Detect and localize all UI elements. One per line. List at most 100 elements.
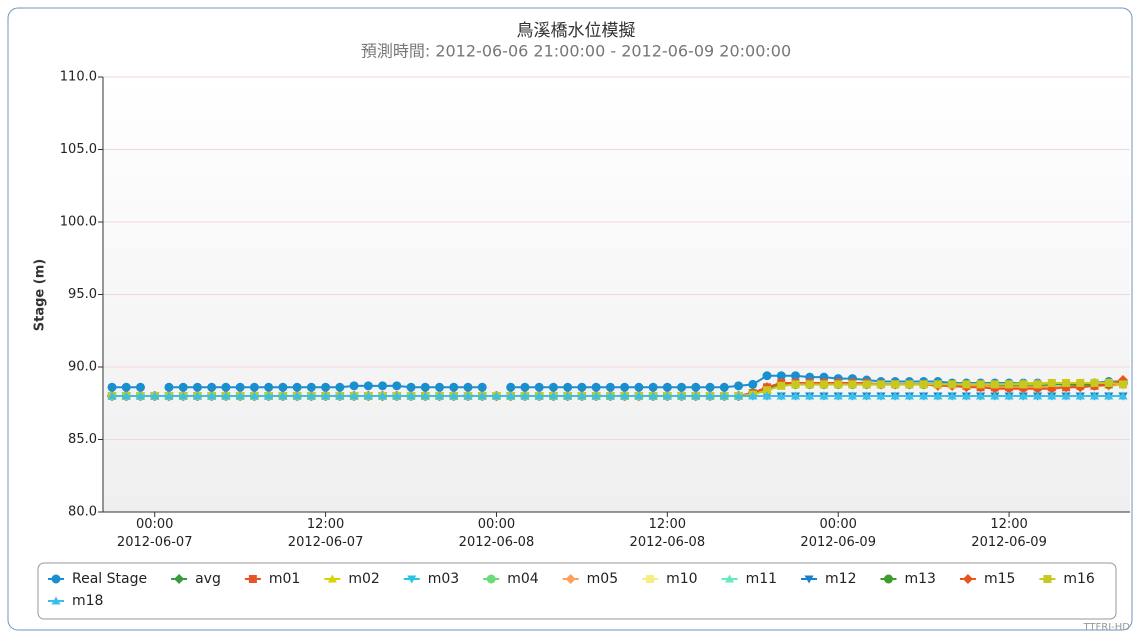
marker bbox=[677, 382, 687, 392]
marker bbox=[477, 382, 487, 392]
legend-item[interactable]: m10 bbox=[642, 571, 698, 587]
marker bbox=[363, 381, 373, 391]
marker bbox=[948, 380, 957, 389]
marker bbox=[207, 382, 217, 392]
marker bbox=[1043, 575, 1052, 583]
marker bbox=[691, 382, 701, 392]
legend-item[interactable]: m15 bbox=[959, 571, 1015, 587]
legend-label: m10 bbox=[666, 571, 697, 587]
marker bbox=[506, 382, 516, 392]
legend-item[interactable]: m11 bbox=[721, 571, 777, 587]
marker bbox=[891, 380, 900, 389]
marker bbox=[790, 391, 800, 400]
legend-item[interactable]: m03 bbox=[403, 571, 459, 587]
marker bbox=[51, 574, 61, 584]
marker bbox=[762, 391, 772, 400]
legend-label: m04 bbox=[507, 571, 539, 587]
marker bbox=[335, 382, 345, 392]
marker bbox=[135, 391, 145, 400]
marker bbox=[990, 391, 1000, 400]
marker bbox=[520, 391, 530, 400]
marker bbox=[1104, 391, 1114, 400]
marker bbox=[51, 596, 61, 605]
legend-item[interactable]: m13 bbox=[880, 571, 936, 587]
marker bbox=[150, 391, 160, 400]
marker bbox=[848, 380, 857, 389]
x-tick-label: 00:00 2012-06-09 bbox=[800, 517, 876, 550]
y-tick-label: 110.0 bbox=[60, 70, 97, 85]
marker bbox=[662, 391, 672, 400]
marker bbox=[1004, 391, 1014, 400]
marker bbox=[107, 382, 117, 392]
marker bbox=[648, 391, 658, 400]
legend-item[interactable]: m02 bbox=[324, 571, 380, 587]
marker bbox=[491, 391, 501, 400]
marker bbox=[548, 391, 558, 400]
marker bbox=[847, 391, 857, 400]
marker bbox=[435, 391, 445, 400]
marker bbox=[420, 391, 430, 400]
y-tick-label: 95.0 bbox=[68, 287, 97, 302]
marker bbox=[1033, 380, 1042, 389]
marker bbox=[486, 574, 496, 584]
x-tick-label: 00:00 2012-06-07 bbox=[117, 517, 193, 550]
marker bbox=[207, 391, 217, 400]
legend-item[interactable]: m05 bbox=[562, 571, 618, 587]
marker bbox=[961, 391, 971, 400]
marker bbox=[776, 371, 786, 381]
marker bbox=[235, 391, 245, 400]
marker bbox=[248, 575, 257, 583]
marker bbox=[235, 382, 245, 392]
marker bbox=[862, 391, 872, 400]
marker bbox=[363, 391, 373, 400]
marker bbox=[1118, 391, 1128, 400]
marker bbox=[990, 380, 999, 389]
marker bbox=[164, 382, 174, 392]
marker bbox=[221, 382, 231, 392]
credit: TTFRI-HD bbox=[1082, 622, 1130, 633]
marker bbox=[646, 575, 655, 583]
marker bbox=[349, 391, 359, 400]
marker bbox=[605, 391, 615, 400]
marker bbox=[178, 382, 188, 392]
marker bbox=[790, 371, 800, 381]
marker bbox=[477, 391, 487, 400]
marker bbox=[306, 391, 316, 400]
x-tick-label: 12:00 2012-06-07 bbox=[288, 517, 364, 550]
marker bbox=[249, 382, 259, 392]
legend-item[interactable]: m16 bbox=[1039, 571, 1095, 587]
marker bbox=[705, 382, 715, 392]
legend-label: m12 bbox=[825, 571, 856, 587]
marker bbox=[805, 380, 814, 389]
marker bbox=[919, 380, 928, 389]
marker bbox=[449, 382, 459, 392]
marker bbox=[791, 380, 800, 389]
marker bbox=[321, 391, 331, 400]
marker bbox=[962, 380, 971, 389]
marker bbox=[734, 391, 744, 400]
marker bbox=[306, 382, 316, 392]
marker bbox=[1119, 380, 1127, 389]
legend-item[interactable]: m04 bbox=[483, 571, 539, 587]
marker bbox=[1090, 391, 1100, 400]
legend-item[interactable]: m12 bbox=[801, 571, 856, 587]
legend-item[interactable]: avg bbox=[171, 571, 221, 587]
marker bbox=[620, 382, 630, 392]
marker bbox=[805, 391, 815, 400]
marker bbox=[976, 391, 986, 400]
marker bbox=[577, 382, 587, 392]
marker bbox=[648, 382, 658, 392]
marker bbox=[748, 379, 758, 389]
legend: Real Stage avg m01 m02 m03 m04 m05 m10 m11 m12 m13… bbox=[48, 571, 1095, 609]
legend-label: m15 bbox=[984, 571, 1015, 587]
legend-item[interactable]: m01 bbox=[244, 571, 300, 587]
marker bbox=[962, 574, 973, 584]
marker bbox=[719, 391, 729, 400]
marker bbox=[777, 381, 786, 390]
marker bbox=[349, 381, 359, 391]
legend-item[interactable]: m18 bbox=[48, 593, 103, 609]
grid: 80.0 85.0 90.0 95.0 100.0 105.0 110.0 00:00 2012… bbox=[60, 70, 1130, 550]
marker bbox=[264, 382, 274, 392]
legend-item[interactable]: Real Stage bbox=[48, 571, 147, 587]
